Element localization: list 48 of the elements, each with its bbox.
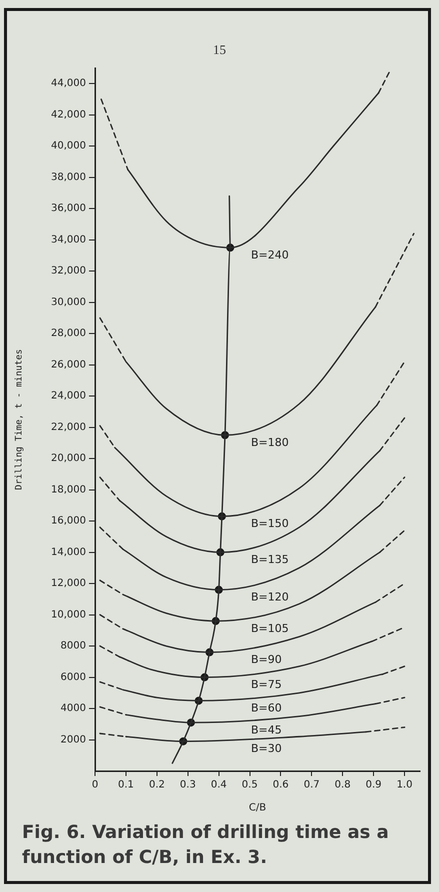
y-tick-label: 6000: [60, 672, 86, 683]
x-tick-label: 1.0: [396, 780, 412, 791]
y-tick-label: 42,000: [51, 109, 86, 120]
series-label: B=135: [251, 553, 289, 566]
x-tick-label: 0.1: [118, 780, 134, 791]
y-tick-label: 2000: [60, 734, 86, 746]
x-tick-label: 0.8: [334, 780, 351, 791]
series-label: B=150: [251, 517, 289, 530]
y-tick-label: 10,000: [51, 609, 86, 620]
series-label: B=30: [251, 742, 282, 756]
x-tick-label: 0.2: [148, 780, 165, 791]
series-label: B=120: [251, 590, 289, 604]
x-tick-label: 0.3: [180, 780, 196, 791]
y-tick-label: 38,000: [51, 172, 86, 183]
y-tick-label: 40,000: [51, 140, 86, 152]
y-tick-label: 26,000: [51, 359, 86, 370]
y-tick-label: 12,000: [51, 578, 86, 590]
series-label: B=105: [251, 622, 289, 635]
y-tick-label: 34,000: [51, 234, 86, 246]
x-tick-label: 0.4: [210, 780, 227, 791]
x-tick-label: 0.6: [272, 780, 289, 791]
y-tick-label: 8000: [60, 640, 86, 652]
x-tick-label: 0.9: [366, 780, 382, 791]
series-label: B=45: [251, 723, 282, 736]
caption: Fig. 6. Variation of drilling time as a function of C/B, in Ex. 3.: [22, 821, 390, 870]
series-label: B=75: [251, 678, 282, 692]
y-tick-label: 36,000: [51, 203, 86, 214]
y-tick-label: 30,000: [51, 296, 86, 308]
y-tick-label: 18,000: [51, 484, 86, 496]
y-tick-label: 28,000: [51, 328, 86, 340]
y-tick-label: 4000: [60, 703, 86, 714]
series-label: B=240: [251, 248, 289, 262]
x-tick-label: 0.5: [242, 780, 258, 791]
y-tick-label: 14,000: [51, 546, 86, 558]
x-tick-label: 0: [92, 780, 98, 791]
y-tick-label: 16,000: [51, 516, 86, 527]
x-axis-title: C/B: [248, 802, 266, 814]
y-tick-label: 20,000: [51, 453, 86, 464]
y-tick-label: 32,000: [51, 266, 86, 277]
text: 15: [212, 42, 227, 58]
series-label: B=180: [251, 436, 289, 449]
series-label: B=60: [251, 702, 282, 715]
y-tick-label: 24,000: [51, 390, 86, 402]
y-tick-label: 44,000: [51, 78, 86, 90]
y-tick-label: 22,000: [51, 422, 86, 433]
y-axis-title: Drilling Time, t - minutes: [14, 349, 25, 490]
x-tick-label: 0.7: [304, 780, 320, 791]
series-label: B=90: [251, 653, 282, 666]
